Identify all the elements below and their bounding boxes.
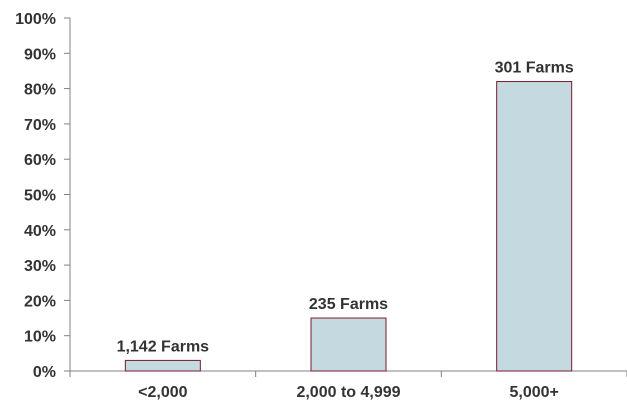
bar (310, 317, 387, 372)
y-tick-label: 50% (24, 188, 56, 205)
y-tick-label: 0% (33, 364, 56, 381)
y-tick-label: 100% (15, 11, 56, 28)
y-tick-label: 70% (24, 117, 56, 134)
y-tick-label: 60% (24, 152, 56, 169)
y-tick-label: 20% (24, 293, 56, 310)
y-tick-label: 90% (24, 46, 56, 63)
bar (496, 81, 573, 372)
y-tick-label: 40% (24, 223, 56, 240)
y-tick-label: 10% (24, 329, 56, 346)
bars (124, 81, 573, 372)
x-category-label: 2,000 to 4,999 (296, 384, 400, 401)
bar-data-label: 1,142 Farms (117, 338, 210, 355)
y-tick-label: 30% (24, 258, 56, 275)
y-axis: 0% 10% 20% 30% 40% 50% 60% 70% 80% 90% 100% (15, 11, 71, 381)
bar-data-label: 235 Farms (309, 296, 388, 313)
x-axis: <2,000 2,000 to 4,999 5,000+ (69, 370, 627, 401)
x-category-label: 5,000+ (509, 384, 558, 401)
data-labels: 1,142 Farms 235 Farms 301 Farms (117, 60, 574, 356)
y-tick-label: 80% (24, 82, 56, 99)
x-category-label: <2,000 (138, 384, 187, 401)
bar (124, 359, 201, 372)
bar-data-label: 301 Farms (495, 60, 574, 77)
